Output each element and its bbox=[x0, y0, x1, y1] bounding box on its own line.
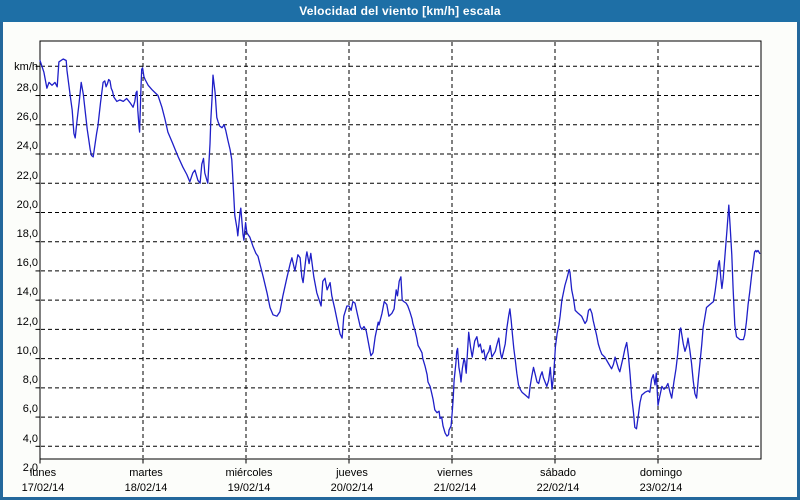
x-date-label: 22/02/14 bbox=[536, 482, 580, 494]
y-axis-unit-label: km/h bbox=[14, 61, 38, 73]
x-date-label: 17/02/14 bbox=[21, 482, 65, 494]
y-tick-label: 14,0 bbox=[16, 286, 38, 299]
y-tick-label: 26,0 bbox=[16, 111, 38, 124]
x-date-label: 23/02/14 bbox=[639, 482, 683, 494]
x-date-label: 21/02/14 bbox=[433, 482, 477, 494]
x-day-label: martes bbox=[129, 467, 163, 479]
x-day-label: sábado bbox=[539, 467, 577, 479]
window-title-bar: Velocidad del viento [km/h] escala bbox=[0, 0, 800, 22]
y-tick-label: 22,0 bbox=[16, 169, 38, 182]
x-date-label: 18/02/14 bbox=[124, 482, 168, 494]
y-tick-label: 16,0 bbox=[16, 257, 38, 270]
y-tick-label: 24,0 bbox=[16, 140, 38, 153]
x-day-label: lunes bbox=[29, 467, 57, 479]
x-day-label: domingo bbox=[639, 467, 683, 479]
y-tick-label: 28,0 bbox=[16, 81, 38, 94]
y-tick-label: 20,0 bbox=[16, 198, 38, 211]
wind-speed-series-line bbox=[39, 58, 761, 437]
y-tick-label: 2,0 bbox=[22, 461, 38, 474]
x-date-label: 20/02/14 bbox=[330, 482, 374, 494]
y-tick-label: 8,0 bbox=[22, 374, 38, 387]
y-tick-label: 10,0 bbox=[16, 344, 38, 357]
x-day-label: viernes bbox=[437, 467, 473, 479]
x-day-label: miércoles bbox=[225, 467, 273, 479]
y-tick-label: 18,0 bbox=[16, 227, 38, 240]
y-tick-label: 6,0 bbox=[22, 403, 38, 416]
y-tick-label: 12,0 bbox=[16, 315, 38, 328]
y-tick-label: 4,0 bbox=[22, 432, 38, 445]
plot-area bbox=[39, 40, 762, 460]
x-day-label: jueves bbox=[336, 467, 368, 479]
x-date-label: 19/02/14 bbox=[227, 482, 271, 494]
window-title: Velocidad del viento [km/h] escala bbox=[299, 4, 501, 18]
